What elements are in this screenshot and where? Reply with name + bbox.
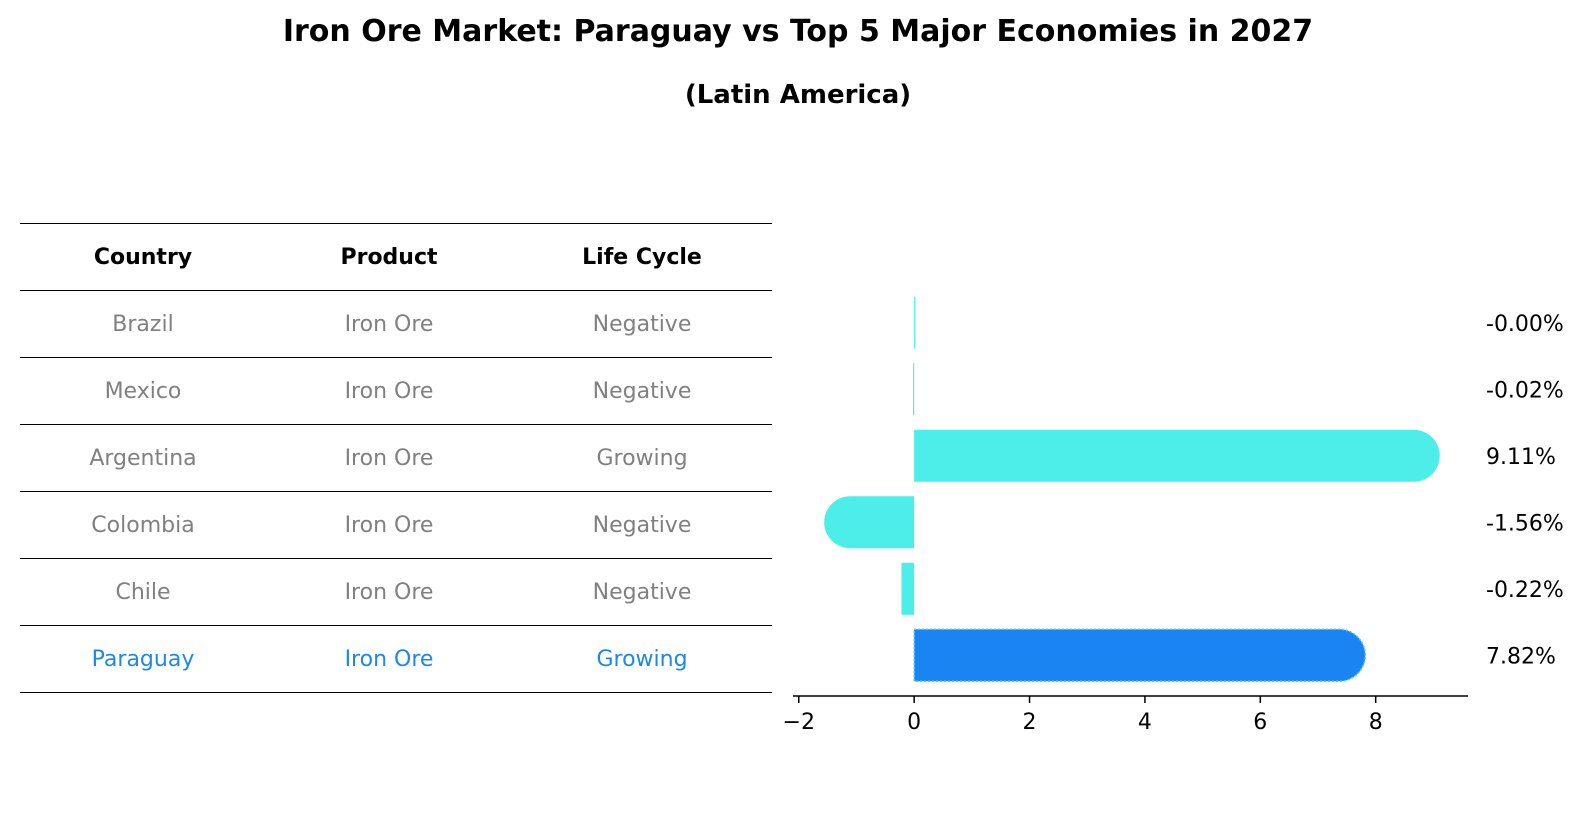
- table-row: Argentina Iron Ore Growing: [20, 424, 772, 492]
- cell-product: Iron Ore: [266, 290, 512, 358]
- x-tick-label: 2: [1023, 710, 1037, 735]
- cell-country: Paraguay: [20, 625, 266, 693]
- table-header-row: Country Product Life Cycle: [20, 223, 772, 291]
- cell-life-cycle: Negative: [512, 491, 772, 559]
- cell-product: Iron Ore: [266, 558, 512, 626]
- x-tick-label: 8: [1369, 710, 1383, 735]
- x-tick-label: 4: [1138, 710, 1152, 735]
- value-label-paraguay: 7.82%: [1486, 644, 1556, 669]
- table-row: Colombia Iron Ore Negative: [20, 491, 772, 559]
- bar-paraguay: [913, 628, 1367, 682]
- cell-product: Iron Ore: [266, 491, 512, 559]
- chart-title: Iron Ore Market: Paraguay vs Top 5 Major…: [282, 14, 1314, 49]
- cell-life-cycle: Growing: [512, 424, 772, 492]
- chart-subtitle: (Latin America): [684, 80, 912, 110]
- x-tick-label: 6: [1253, 710, 1267, 735]
- cell-country: Chile: [20, 558, 266, 626]
- value-label-brazil: -0.00%: [1486, 312, 1564, 337]
- table-row: Brazil Iron Ore Negative: [20, 290, 772, 358]
- cell-life-cycle: Negative: [512, 558, 772, 626]
- value-label-mexico: -0.02%: [1486, 378, 1564, 403]
- cell-product: Iron Ore: [266, 625, 512, 693]
- bar-mexico: [913, 363, 915, 416]
- x-tick-label: −2: [783, 710, 815, 735]
- bar-colombia: [824, 496, 915, 549]
- value-label-argentina: 9.11%: [1486, 445, 1556, 470]
- market-table: Country Product Life Cycle Brazil Iron O…: [20, 223, 772, 693]
- table-row: Mexico Iron Ore Negative: [20, 357, 772, 425]
- bar-brazil: [914, 296, 916, 349]
- cell-country: Colombia: [20, 491, 266, 559]
- x-tick-label: 0: [907, 710, 921, 735]
- value-label-colombia: -1.56%: [1486, 511, 1564, 536]
- header-life-cycle: Life Cycle: [512, 223, 772, 291]
- cell-life-cycle: Growing: [512, 625, 772, 693]
- cell-country: Mexico: [20, 357, 266, 425]
- cell-country: Argentina: [20, 424, 266, 492]
- table-row-highlight: Paraguay Iron Ore Growing: [20, 625, 772, 693]
- value-label-chile: -0.22%: [1486, 578, 1564, 603]
- table-row: Chile Iron Ore Negative: [20, 558, 772, 626]
- cell-country: Brazil: [20, 290, 266, 358]
- cell-life-cycle: Negative: [512, 290, 772, 358]
- bar-argentina: [914, 429, 1440, 482]
- cell-product: Iron Ore: [266, 357, 512, 425]
- header-product: Product: [266, 223, 512, 291]
- bar-chile: [901, 562, 915, 615]
- cell-product: Iron Ore: [266, 424, 512, 492]
- header-country: Country: [20, 223, 266, 291]
